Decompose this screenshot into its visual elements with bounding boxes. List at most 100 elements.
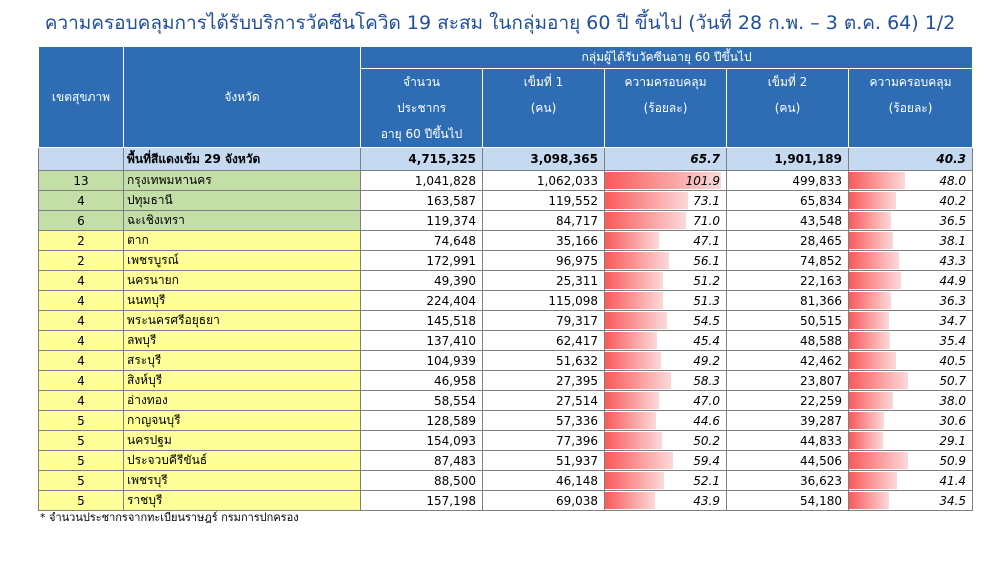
dose1-cell: 25,311 — [482, 270, 605, 291]
population-cell: 137,410 — [360, 330, 483, 351]
coverage2-cell: 41.4 — [847, 470, 974, 491]
coverage2-cell: 36.3 — [847, 290, 974, 311]
region-cell: 4 — [38, 290, 124, 311]
coverage1-value: 59.4 — [693, 453, 720, 468]
table-row: 5 กาญจนบุรี 128,589 57,336 44.6 39,287 30.6 — [38, 410, 974, 431]
coverage2-bar — [849, 392, 894, 409]
province-cell: อ่างทอง — [123, 390, 361, 411]
coverage1-bar — [605, 432, 663, 449]
coverage1-bar — [605, 352, 662, 369]
summary-coverage2: 40.3 — [936, 152, 967, 166]
province-cell: กรุงเทพมหานคร — [123, 170, 361, 191]
region-cell: 4 — [38, 270, 124, 291]
population-cell: 88,500 — [360, 470, 483, 491]
dose1-cell: 69,038 — [482, 490, 605, 511]
coverage1-bar — [605, 332, 657, 349]
population-cell: 1,041,828 — [360, 170, 483, 191]
region-cell: 4 — [38, 310, 124, 331]
coverage1-value: 73.1 — [693, 193, 720, 208]
coverage2-bar — [849, 372, 908, 389]
table-row: 5 ราชบุรี 157,198 69,038 43.9 54,180 34.5 — [38, 490, 974, 511]
dose2-cell: 23,807 — [726, 370, 849, 391]
table-row: 6 ฉะเชิงเทรา 119,374 84,717 71.0 43,548 36.5 — [38, 210, 974, 231]
coverage2-bar — [849, 492, 889, 509]
region-cell: 5 — [38, 470, 124, 491]
coverage2-bar — [849, 332, 891, 349]
table-row: 4 ปทุมธานี 163,587 119,552 73.1 65,834 40.2 — [38, 190, 974, 211]
coverage1-cell: 59.4 — [604, 450, 727, 471]
coverage1-cell: 45.4 — [604, 330, 727, 351]
population-cell: 46,958 — [360, 370, 483, 391]
summary-row: พื้นที่สีแดงเข้ม 29 จังหวัด 4,715,325 3,… — [38, 147, 974, 171]
coverage1-bar — [605, 272, 664, 289]
region-cell: 4 — [38, 330, 124, 351]
dose2-cell: 65,834 — [726, 190, 849, 211]
coverage1-bar — [605, 192, 689, 209]
province-cell: ตาก — [123, 230, 361, 251]
province-cell: ราชบุรี — [123, 490, 361, 511]
coverage2-cell: 40.2 — [847, 190, 974, 211]
coverage1-bar — [605, 212, 686, 229]
coverage1-value: 54.5 — [693, 313, 720, 328]
coverage1-cell: 71.0 — [604, 210, 727, 231]
coverage1-cell: 47.0 — [604, 390, 727, 411]
dose1-cell: 62,417 — [482, 330, 605, 351]
coverage1-cell: 54.5 — [604, 310, 727, 331]
header-group: กลุ่มผู้ได้รับวัคซีนอายุ 60 ปีขึ้นไป — [359, 46, 974, 69]
dose2-cell: 43,548 — [726, 210, 849, 231]
dose2-cell: 28,465 — [726, 230, 849, 251]
table-row: 5 ประจวบคีรีขันธ์ 87,483 51,937 59.4 44,506 50… — [38, 450, 974, 471]
coverage1-cell: 73.1 — [604, 190, 727, 211]
coverage2-value: 34.5 — [939, 493, 967, 508]
summary-dose1: 3,098,365 — [482, 147, 605, 171]
dose1-cell: 96,975 — [482, 250, 605, 271]
coverage2-value: 38.1 — [939, 233, 967, 248]
coverage2-bar — [849, 212, 892, 229]
coverage2-value: 36.5 — [939, 213, 967, 228]
coverage1-cell: 101.9 — [604, 170, 727, 191]
coverage1-bar — [605, 172, 722, 189]
region-cell: 2 — [38, 230, 124, 251]
coverage1-cell: 47.1 — [604, 230, 727, 251]
coverage2-cell: 40.5 — [847, 350, 974, 371]
coverage1-bar — [605, 312, 668, 329]
coverage2-value: 48.0 — [939, 173, 967, 188]
dose2-cell: 39,287 — [726, 410, 849, 431]
table-row: 2 ตาก 74,648 35,166 47.1 28,465 38.1 — [38, 230, 974, 251]
coverage1-value: 51.2 — [693, 273, 720, 288]
coverage2-value: 29.1 — [939, 433, 967, 448]
coverage2-bar — [849, 252, 900, 269]
header-dose2: เข็มที่ 2 (คน) — [726, 68, 849, 148]
coverage2-value: 50.7 — [939, 373, 967, 388]
coverage2-cell: 29.1 — [847, 430, 974, 451]
population-cell: 87,483 — [360, 450, 483, 471]
dose2-cell: 81,366 — [726, 290, 849, 311]
region-cell: 4 — [38, 350, 124, 371]
coverage1-value: 56.1 — [693, 253, 720, 268]
table-row: 4 นครนายก 49,390 25,311 51.2 22,163 44.9 — [38, 270, 974, 291]
dose2-cell: 44,833 — [726, 430, 849, 451]
dose1-cell: 77,396 — [482, 430, 605, 451]
table-row: 4 อ่างทอง 58,554 27,514 47.0 22,259 38.0 — [38, 390, 974, 411]
coverage2-bar — [849, 272, 902, 289]
dose1-cell: 27,395 — [482, 370, 605, 391]
coverage1-value: 43.9 — [693, 493, 720, 508]
dose1-cell: 1,062,033 — [482, 170, 605, 191]
province-cell: กาญจนบุรี — [123, 410, 361, 431]
coverage2-cell: 38.1 — [847, 230, 974, 251]
province-cell: พระนครศรีอยุธยา — [123, 310, 361, 331]
region-cell: 4 — [38, 190, 124, 211]
coverage2-cell: 50.7 — [847, 370, 974, 391]
table-row: 4 ลพบุรี 137,410 62,417 45.4 48,588 35.4 — [38, 330, 974, 351]
summary-population: 4,715,325 — [360, 147, 483, 171]
dose2-cell: 22,259 — [726, 390, 849, 411]
province-cell: นครนายก — [123, 270, 361, 291]
province-cell: ฉะเชิงเทรา — [123, 210, 361, 231]
coverage1-bar — [605, 412, 656, 429]
coverage1-cell: 51.2 — [604, 270, 727, 291]
coverage1-value: 45.4 — [693, 333, 720, 348]
coverage2-cell: 48.0 — [847, 170, 974, 191]
header-dose1: เข็มที่ 1 (คน) — [482, 68, 605, 148]
dose2-cell: 42,462 — [726, 350, 849, 371]
coverage2-cell: 44.9 — [847, 270, 974, 291]
